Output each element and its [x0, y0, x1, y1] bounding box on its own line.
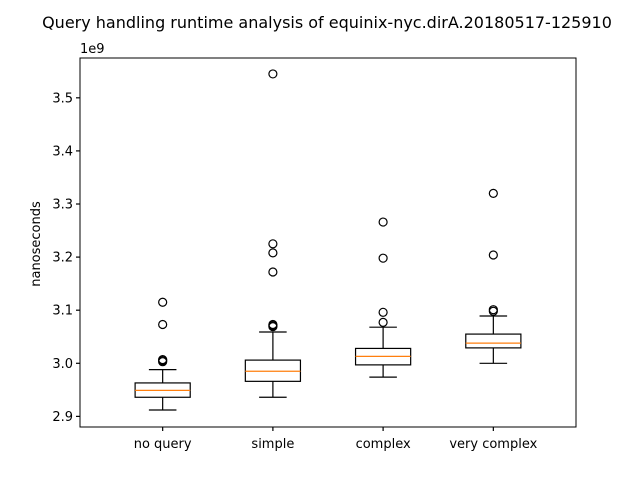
outlier-point — [268, 267, 278, 277]
y-tick-label: 3.3 — [52, 198, 73, 213]
x-tick-label: no query — [134, 437, 192, 452]
y-tick-label: 3.1 — [52, 304, 73, 319]
outlier-point — [268, 69, 278, 79]
plot-frame — [79, 57, 577, 428]
y-offset-label: 1e9 — [80, 42, 105, 57]
y-axis-label: nanoseconds — [29, 201, 44, 287]
x-tick-label: very complex — [449, 437, 537, 452]
outlier-point — [378, 217, 388, 227]
y-tick-label: 3.2 — [52, 251, 73, 266]
outlier-point — [158, 297, 168, 307]
outlier-point — [268, 248, 278, 258]
outlier-point — [488, 250, 498, 260]
outlier-point — [378, 317, 388, 328]
x-tick-label: simple — [251, 437, 294, 452]
y-tick-label: 3.0 — [52, 357, 73, 372]
outlier-point — [488, 305, 498, 315]
outlier-point — [378, 307, 388, 317]
outlier-point — [488, 188, 498, 198]
outlier-point — [158, 319, 168, 330]
outlier-point — [268, 239, 278, 249]
outlier-point — [268, 319, 278, 330]
y-tick-label: 2.9 — [52, 410, 73, 425]
y-tick-label: 3.4 — [52, 144, 73, 159]
outlier-point — [378, 253, 388, 263]
outlier-point — [158, 354, 168, 365]
plot-area: 2.9 3.0 3.1 3.2 3.3 3.4 3.5 no query simple compl… — [52, 57, 577, 452]
x-tick-label: complex — [356, 437, 411, 452]
chart-title: Query handling runtime analysis of equin… — [42, 13, 612, 32]
y-tick-label: 3.5 — [52, 91, 73, 106]
box-iqr — [465, 333, 522, 349]
